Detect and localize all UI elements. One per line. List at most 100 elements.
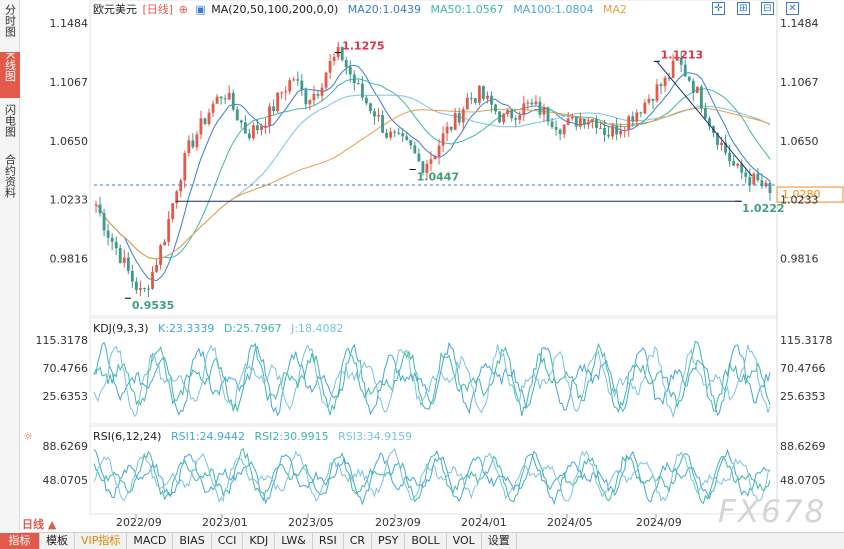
tab-contract-info[interactable]: 合约资料 <box>0 154 20 210</box>
x-tick-label: 2023/05 <box>288 516 334 529</box>
candle-body <box>477 85 481 103</box>
candle-body <box>203 118 207 124</box>
candle-body <box>256 125 259 130</box>
x-axis: 2022/09 2023/01 2023/05 2023/09 2024/01 2024/… <box>116 514 682 529</box>
kdj-header: KDJ(9,3,3) K:23.3339 D:25.7967 J:18.4082 <box>93 322 344 335</box>
candle-body <box>522 103 526 116</box>
candle-body <box>175 191 179 204</box>
candle-body <box>296 79 300 81</box>
rsi-header: RSI(6,12,24) RSI1:24.9442 RSI2:30.9915 R… <box>93 430 412 443</box>
candle-body <box>708 118 711 127</box>
candle-body <box>590 119 594 122</box>
rsi-lines <box>93 447 771 506</box>
candle-body <box>243 122 247 134</box>
candle-body <box>332 56 336 62</box>
candle-body <box>134 281 138 291</box>
candle-body <box>211 103 215 113</box>
tab-kline[interactable]: K线图 <box>0 52 20 98</box>
candle-body <box>453 113 457 130</box>
tab-bias[interactable]: BIAS <box>173 533 212 549</box>
candle-body <box>159 245 163 265</box>
candle-body <box>195 134 199 148</box>
candle-body <box>724 142 728 153</box>
rsi-settings-icon[interactable]: ☼ <box>23 430 33 443</box>
tab-cr[interactable]: CR <box>344 533 373 549</box>
chart-area[interactable]: 欧元美元 [日线] ⊕ ▣ MA(20,50,100,200,0,0) MA20… <box>20 0 844 532</box>
tab-macd[interactable]: MACD <box>127 533 174 549</box>
candle-body <box>663 77 667 87</box>
rsi1-value: RSI1:24.9442 <box>171 430 245 443</box>
candle-body <box>530 102 534 105</box>
candle-body <box>667 77 671 79</box>
tab-settings[interactable]: 设置 <box>482 533 517 549</box>
candle-body <box>449 126 453 130</box>
candle-body <box>603 127 606 135</box>
candle-body <box>570 116 574 119</box>
candle-body <box>171 203 175 220</box>
candle-body <box>320 87 324 96</box>
tab-rsi[interactable]: RSI <box>313 533 344 549</box>
tab-kdj[interactable]: KDJ <box>243 533 276 549</box>
tab-lightning[interactable]: 闪电图 <box>0 104 20 144</box>
ma-label: MA(20,50,100,200,0,0) <box>211 3 338 16</box>
candle-body <box>486 95 489 99</box>
tab-boll[interactable]: BOLL <box>405 533 447 549</box>
candle-body <box>179 180 183 192</box>
candle-body <box>397 132 401 134</box>
x-tick-label: 2023/09 <box>375 516 421 529</box>
candle-body <box>433 156 437 160</box>
tab-psy[interactable]: PSY <box>372 533 406 549</box>
tab-cci[interactable]: CCI <box>212 533 244 549</box>
candle-body <box>324 72 328 88</box>
candle-body <box>110 237 114 242</box>
period-label: [日线] <box>143 2 174 16</box>
zoom-in-icon[interactable]: ⊞ <box>737 2 750 15</box>
candle-body <box>336 47 340 57</box>
kdj-k-value: K:23.3339 <box>158 322 214 335</box>
kdj-line-0 <box>93 341 771 417</box>
tab-vol[interactable]: VOL <box>447 533 482 549</box>
candlesticks <box>94 41 772 298</box>
tab-timeshare-label: 分时图 <box>3 4 17 37</box>
kdj-line-2 <box>93 344 771 419</box>
candle-body <box>300 80 304 90</box>
tab-timeshare[interactable]: 分时图 <box>0 4 20 44</box>
ma-line-3 <box>95 107 771 260</box>
moving-average-lines <box>95 64 771 282</box>
rsi-tick-right: 48.0705 <box>780 474 826 487</box>
candle-body <box>219 96 223 99</box>
x-tick-label: 2022/09 <box>116 516 162 529</box>
candle-body <box>328 61 332 73</box>
candle-body <box>312 93 316 101</box>
candle-body <box>268 106 271 126</box>
tab-vip-indicators[interactable]: VIP指标 <box>75 533 128 549</box>
close-chart-icon[interactable]: ✕ <box>786 2 799 15</box>
candle-body <box>740 163 744 173</box>
candle-body <box>461 109 465 123</box>
period-selector[interactable]: 日线 ▲ <box>22 518 57 531</box>
candle-body <box>155 264 158 272</box>
candle-body <box>607 134 610 137</box>
candle-body <box>566 118 570 125</box>
rsi-tick-left: 48.0705 <box>43 474 89 487</box>
candle-body <box>272 106 276 112</box>
candle-body <box>534 101 538 105</box>
candle-body <box>768 182 772 194</box>
price-tick-left: 1.1484 <box>50 17 89 30</box>
candle-body <box>639 112 643 114</box>
zoom-out-icon[interactable]: ⊟ <box>761 2 774 15</box>
kdj-d-value: D:25.7967 <box>224 322 282 335</box>
left-tab-bar: 分时图 K线图 闪电图 合约资料 <box>0 0 20 549</box>
header-line: 欧元美元 [日线] ⊕ ▣ MA(20,50,100,200,0,0) MA20… <box>93 2 627 16</box>
candle-body <box>138 288 142 291</box>
candle-body <box>623 130 627 132</box>
price-tick-right: 1.0233 <box>780 194 819 207</box>
tab-template[interactable]: 模板 <box>40 533 75 549</box>
candle-body <box>457 113 461 123</box>
tab-lw[interactable]: LW& <box>275 533 313 549</box>
crosshair-icon[interactable]: ✛ <box>712 2 725 15</box>
candle-body <box>578 118 582 127</box>
candle-body <box>732 161 736 166</box>
price-tick-right: 0.9816 <box>780 253 819 266</box>
tab-indicators[interactable]: 指标 <box>0 533 40 549</box>
